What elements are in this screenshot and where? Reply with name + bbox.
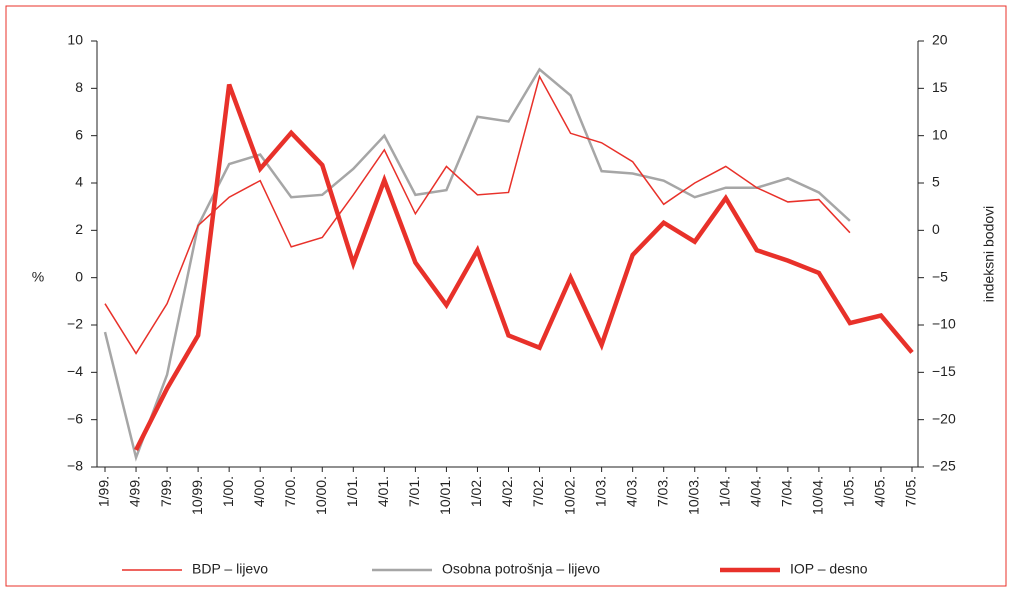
y-tick-label: 6 xyxy=(75,126,83,142)
y-tick-label: −8 xyxy=(67,458,83,474)
y2-tick-label: 15 xyxy=(932,79,948,95)
x-tick-label: 10/00. xyxy=(313,476,329,515)
x-tick-label: 10/99. xyxy=(189,476,205,515)
x-tick-label: 1/01. xyxy=(344,476,360,507)
x-tick-label: 4/05. xyxy=(872,476,888,507)
y-tick-label: 4 xyxy=(75,174,83,190)
x-tick-label: 7/03. xyxy=(654,476,670,507)
y2-tick-label: 20 xyxy=(932,32,948,48)
y2-tick-label: 10 xyxy=(932,126,948,142)
series-line xyxy=(103,67,851,462)
y2-tick-label: −15 xyxy=(932,363,956,379)
x-tick-label: 10/02. xyxy=(561,476,577,515)
y-tick-label: −6 xyxy=(67,410,83,426)
y2-tick-label: 0 xyxy=(932,221,940,237)
y-tick-label: 8 xyxy=(75,79,83,95)
y2-tick-label: −5 xyxy=(932,268,948,284)
x-tick-label: 4/00. xyxy=(251,476,267,507)
y2-axis-label: indeksni bodovi xyxy=(981,206,997,303)
x-tick-label: 10/04. xyxy=(810,476,826,515)
legend-label: BDP – lijevo xyxy=(192,561,268,577)
y2-tick-label: −25 xyxy=(932,458,956,474)
y-tick-label: 10 xyxy=(67,32,83,48)
x-tick-label: 4/99. xyxy=(127,476,143,507)
y-tick-label: 2 xyxy=(75,221,83,237)
y-tick-label: −4 xyxy=(67,363,83,379)
legend-label: IOP – desno xyxy=(790,561,868,577)
x-tick-label: 4/02. xyxy=(499,476,515,507)
series-line xyxy=(134,83,914,451)
x-tick-label: 4/03. xyxy=(623,476,639,507)
x-tick-label: 7/02. xyxy=(530,476,546,507)
x-tick-label: 10/03. xyxy=(685,476,701,515)
x-tick-label: 4/01. xyxy=(375,476,391,507)
x-tick-label: 1/04. xyxy=(716,476,732,507)
y2-tick-label: 5 xyxy=(932,174,940,190)
y2-tick-label: −20 xyxy=(932,410,956,426)
x-tick-label: 1/05. xyxy=(841,476,857,507)
x-tick-label: 1/99. xyxy=(96,476,112,507)
y-axis-label: % xyxy=(32,269,44,285)
x-tick-label: 1/02. xyxy=(468,476,484,507)
x-tick-label: 7/01. xyxy=(406,476,422,507)
frame xyxy=(5,5,1007,587)
y-tick-label: −2 xyxy=(67,316,83,332)
x-tick-label: 7/04. xyxy=(779,476,795,507)
x-tick-label: 7/05. xyxy=(903,476,919,507)
x-tick-label: 4/04. xyxy=(748,476,764,507)
y2-tick-label: −10 xyxy=(932,316,956,332)
x-tick-label: 7/00. xyxy=(282,476,298,507)
legend-label: Osobna potrošnja – lijevo xyxy=(442,561,600,577)
x-tick-label: 10/01. xyxy=(437,476,453,515)
series-line xyxy=(104,74,851,355)
x-tick-label: 1/03. xyxy=(592,476,608,507)
x-tick-label: 1/00. xyxy=(220,476,236,507)
x-tick-label: 7/99. xyxy=(158,476,174,507)
y-tick-label: 0 xyxy=(75,268,83,284)
